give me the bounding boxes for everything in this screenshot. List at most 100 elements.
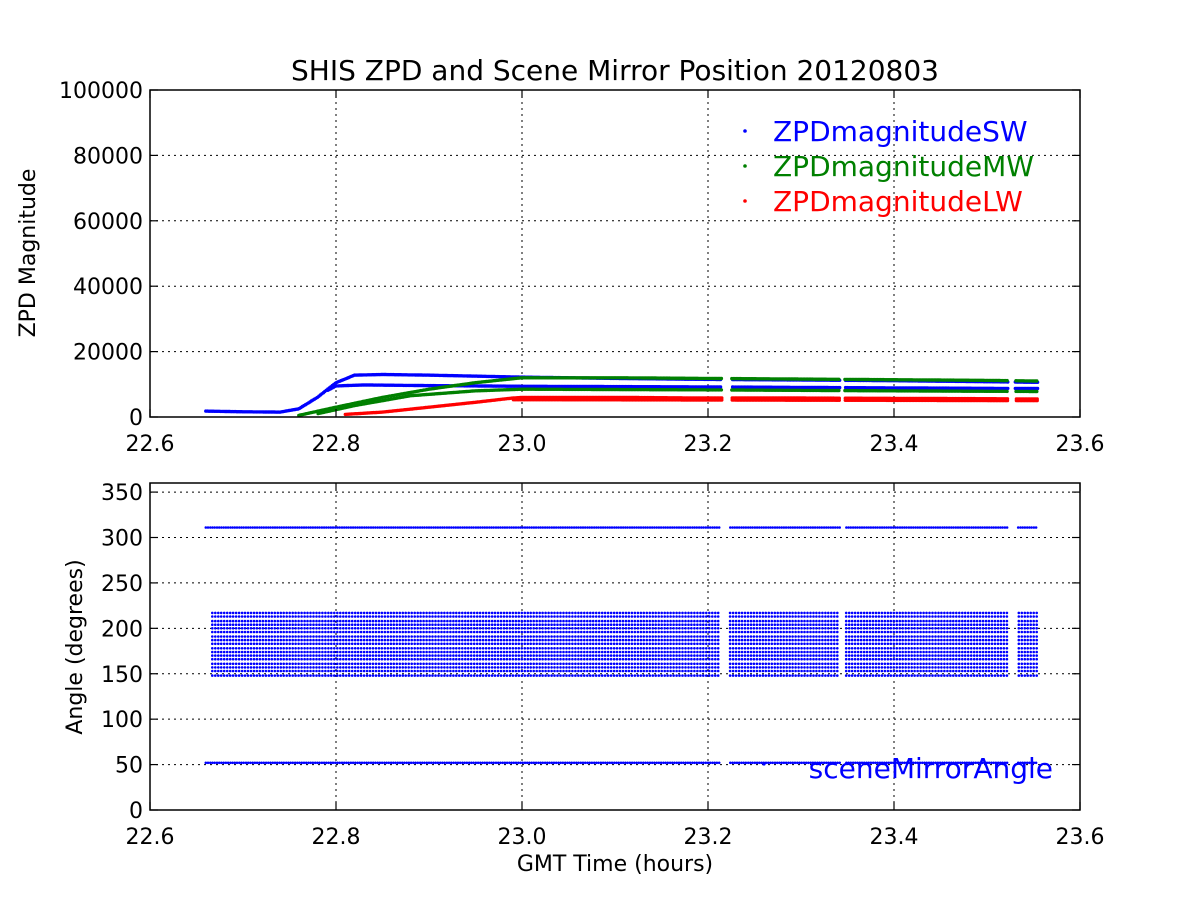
- data-point: [371, 630, 375, 634]
- data-point: [624, 630, 628, 634]
- data-point: [943, 615, 946, 618]
- data-point: [663, 615, 666, 618]
- data-point: [368, 615, 372, 618]
- data-point: [481, 627, 485, 630]
- data-point: [303, 619, 306, 623]
- data-point: [952, 619, 955, 623]
- data-point: [910, 611, 913, 615]
- data-point: [825, 526, 828, 529]
- data-point: [267, 623, 271, 626]
- data-point: [327, 611, 330, 615]
- data-point: [331, 526, 335, 529]
- data-point: [321, 619, 324, 623]
- data-point: [740, 627, 744, 630]
- data-point: [943, 623, 946, 626]
- top-x-tick-label: 22.8: [312, 432, 361, 457]
- data-point: [1017, 615, 1021, 618]
- data-point: [1020, 623, 1024, 626]
- data-point: [847, 526, 850, 529]
- data-point: [862, 630, 866, 634]
- data-point: [618, 611, 622, 615]
- data-point: [657, 635, 660, 638]
- data-point: [1017, 623, 1021, 626]
- data-point: [874, 611, 878, 615]
- data-point: [466, 635, 470, 638]
- data-point: [767, 611, 771, 615]
- data-point: [635, 526, 638, 529]
- data-point: [461, 526, 464, 529]
- data-point: [800, 611, 803, 615]
- data-point: [550, 526, 554, 529]
- data-point: [847, 619, 851, 623]
- data-point: [493, 635, 497, 638]
- data-point: [594, 615, 598, 618]
- data-point: [938, 526, 942, 529]
- data-point: [996, 611, 1000, 615]
- data-point: [446, 630, 449, 634]
- data-point: [950, 526, 953, 529]
- data-point: [720, 398, 724, 402]
- data-point: [401, 619, 405, 623]
- data-point: [782, 615, 785, 618]
- data-point: [946, 630, 949, 634]
- data-point: [481, 630, 485, 634]
- data-point: [922, 619, 925, 623]
- data-point: [255, 635, 259, 638]
- data-point: [999, 623, 1003, 626]
- data-point: [431, 630, 434, 634]
- data-point: [228, 627, 232, 630]
- data-point: [743, 615, 747, 618]
- data-point: [833, 623, 836, 626]
- data-point: [609, 635, 613, 638]
- data-point: [654, 623, 657, 626]
- data-point: [312, 615, 315, 618]
- data-point: [916, 615, 919, 618]
- data-point: [961, 627, 964, 630]
- data-point: [916, 627, 919, 630]
- data-point: [324, 615, 327, 618]
- data-point: [838, 526, 841, 529]
- data-point: [731, 635, 735, 638]
- data-point: [967, 526, 971, 529]
- data-point: [279, 635, 283, 638]
- data-point: [559, 611, 562, 615]
- data-point: [729, 526, 732, 529]
- data-point: [877, 611, 881, 615]
- data-point: [255, 615, 259, 618]
- data-point: [824, 623, 827, 626]
- data-point: [651, 611, 655, 615]
- data-point: [794, 611, 797, 615]
- data-point: [214, 611, 217, 615]
- data-point: [770, 627, 774, 630]
- data-point: [844, 623, 848, 626]
- data-point: [583, 615, 586, 618]
- data-point: [452, 615, 455, 618]
- data-point: [898, 526, 902, 529]
- data-point: [458, 623, 461, 626]
- data-point: [583, 627, 586, 630]
- data-point: [681, 619, 684, 623]
- data-point: [976, 526, 980, 529]
- data-point: [378, 526, 382, 529]
- data-point: [803, 619, 806, 623]
- data-point: [282, 635, 286, 638]
- data-point: [476, 526, 480, 529]
- data-point: [621, 635, 625, 638]
- data-point: [603, 635, 607, 638]
- data-point: [572, 526, 576, 529]
- data-point: [293, 526, 297, 529]
- data-point: [306, 630, 309, 634]
- data-point: [984, 611, 988, 615]
- data-point: [809, 627, 812, 630]
- data-point: [211, 611, 214, 615]
- data-point: [493, 611, 497, 615]
- data-point: [354, 526, 357, 529]
- data-point: [776, 615, 779, 618]
- data-point: [282, 623, 286, 626]
- data-point: [1035, 386, 1040, 391]
- data-point: [943, 611, 946, 615]
- data-point: [432, 526, 435, 529]
- data-point: [708, 627, 711, 630]
- data-point: [240, 630, 244, 634]
- data-point: [1032, 627, 1035, 630]
